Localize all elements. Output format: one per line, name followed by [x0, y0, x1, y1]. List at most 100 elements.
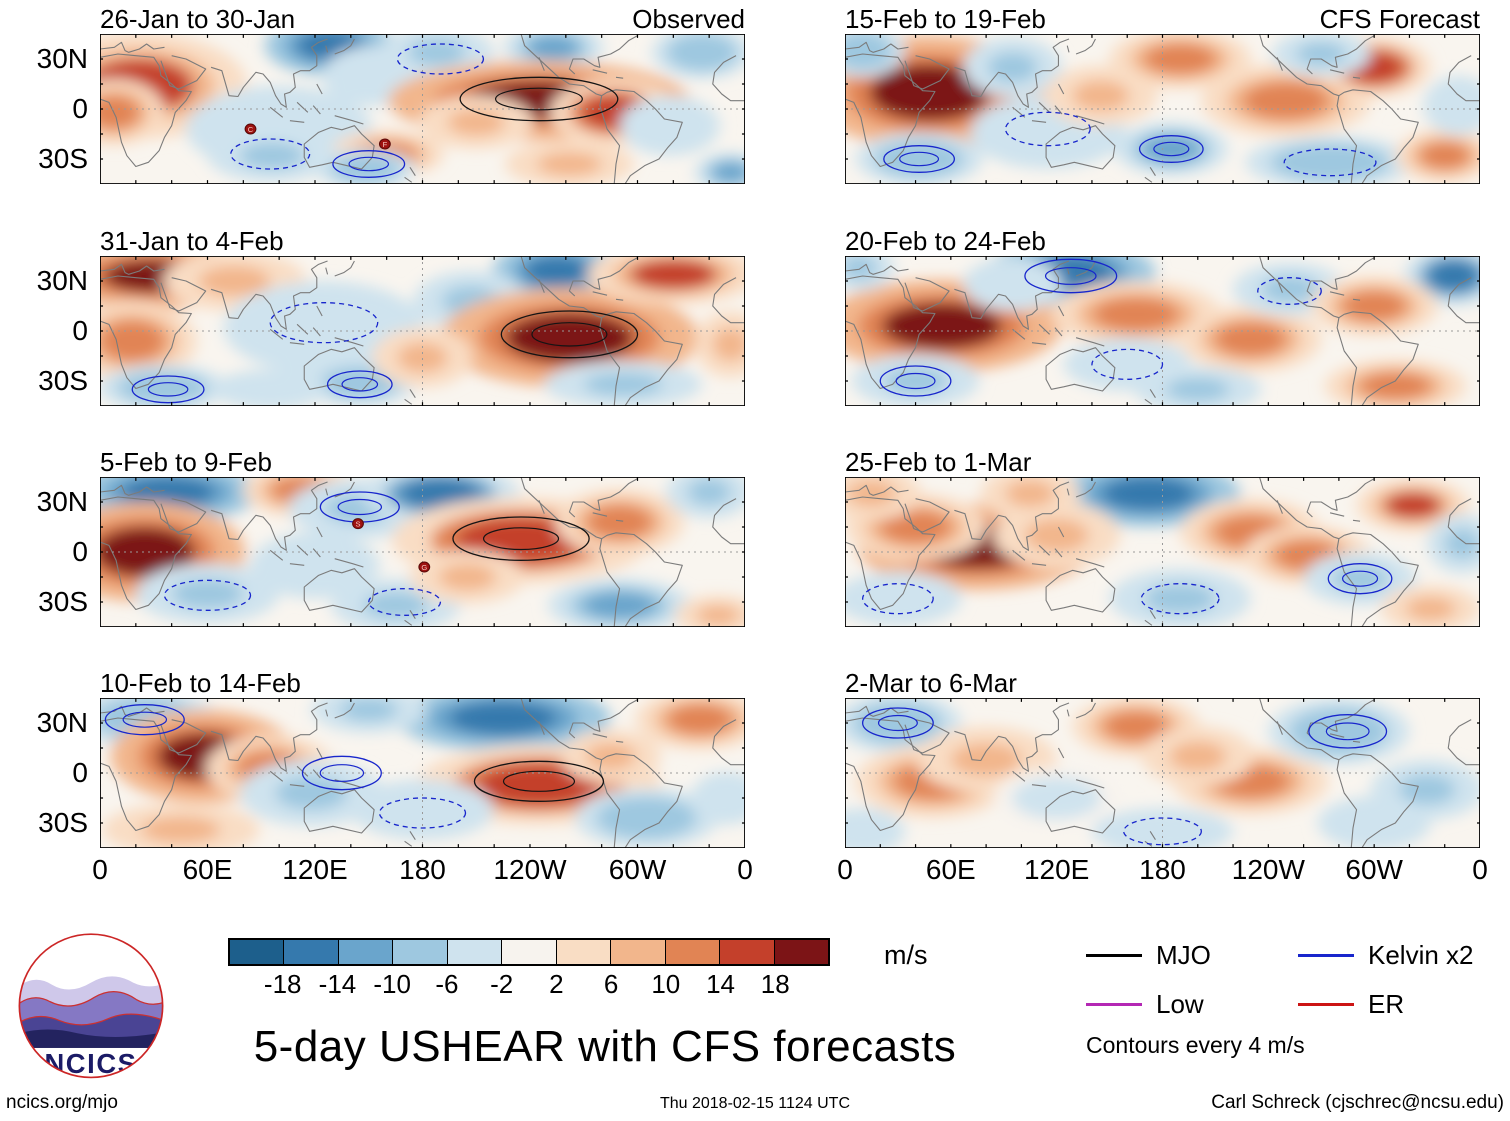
panel-date-range: 10-Feb to 14-Feb: [100, 668, 301, 698]
panel-title: 10-Feb to 14-Feb: [100, 666, 745, 696]
svg-text:S: S: [355, 520, 360, 529]
x-axis-label: 60W: [608, 854, 667, 885]
legend-label: MJO: [1156, 940, 1211, 970]
y-axis-label: 0: [72, 315, 88, 346]
ncics-logo: NCICS: [18, 933, 164, 1079]
legend-item: MJO: [1086, 940, 1298, 971]
panel-title: 26-Jan to 30-Jan Observed: [100, 2, 745, 32]
legend: MJO Kelvin x2 Low ER: [1086, 940, 1508, 1020]
x-axis-label: 60E: [182, 854, 233, 885]
colorbar-segment: [720, 940, 775, 964]
colorbar-segment: [665, 940, 721, 964]
colorbar-segment: [556, 940, 612, 964]
y-axis-label: 30N: [36, 707, 88, 738]
colorbar-tick-label: 6: [603, 969, 619, 999]
y-axis-label: 30S: [38, 365, 88, 396]
colorbar-tick-label: 10: [651, 969, 681, 999]
x-axis-label: 120E: [1023, 854, 1090, 885]
panel-title: 2-Mar to 6-Mar: [845, 666, 1480, 696]
y-axis-label: 30N: [36, 486, 88, 517]
legend-label: Low: [1156, 989, 1204, 1019]
svg-text:C: C: [248, 125, 253, 134]
storm-marker: S: [352, 518, 364, 530]
legend-line-er: [1298, 1003, 1354, 1006]
timestamp: Thu 2018-02-15 1124 UTC: [659, 1095, 851, 1112]
x-axis-label: 180: [1139, 854, 1186, 885]
y-axis-label: 30N: [36, 43, 88, 74]
colorbar-tick-label: 2: [549, 969, 564, 999]
column-header: CFS Forecast: [1319, 4, 1480, 34]
panel-title: 20-Feb to 24-Feb: [845, 224, 1480, 254]
storm-marker: F: [378, 138, 391, 150]
svg-text:G: G: [421, 563, 427, 572]
y-axis-label: 0: [72, 93, 88, 124]
legend-item: Kelvin x2: [1298, 940, 1508, 971]
colorbar: -18 -14 -10 -6 -2 2 6 10 14 18: [228, 938, 830, 1001]
map-panel-7: [845, 477, 1480, 627]
x-axis-label: 120W: [493, 854, 567, 885]
x-axis-labels: 0 60E 120E 180 120W 60W 0: [92, 850, 753, 886]
colorbar-segment: [774, 940, 828, 964]
footer-site-url: ncics.org/mjo: [6, 1092, 118, 1113]
y-axis-label: 30S: [38, 586, 88, 617]
legend-note: Contours every 4 m/s: [1086, 1032, 1305, 1058]
colorbar-segment: [338, 940, 394, 964]
x-axis-label: 0: [837, 854, 853, 885]
panel-date-range: 20-Feb to 24-Feb: [845, 226, 1046, 256]
map-panel-6: [845, 256, 1480, 406]
x-axis-label: 0: [1472, 854, 1488, 885]
x-axis-label: 0: [92, 854, 108, 885]
x-axis-label: 180: [399, 854, 446, 885]
colorbar-tick-label: 14: [706, 969, 735, 999]
panel-title: 31-Jan to 4-Feb: [100, 224, 745, 254]
svg-text:F: F: [383, 140, 388, 149]
credit: Carl Schreck (cjschrec@ncsu.edu): [1211, 1092, 1504, 1113]
map-panel-5: [845, 34, 1480, 184]
legend-label: Kelvin x2: [1368, 940, 1474, 970]
y-axis-label: 0: [72, 757, 88, 788]
y-axis-label: 30N: [36, 265, 88, 296]
y-axis-label: 0: [72, 536, 88, 567]
panel-date-range: 2-Mar to 6-Mar: [845, 668, 1017, 698]
storm-marker: G: [418, 561, 431, 573]
x-axis-label: 120W: [1231, 854, 1305, 885]
x-axis-label: 60E: [925, 854, 976, 885]
figure-title: 5-day USHEAR with CFS forecasts: [253, 1022, 957, 1071]
legend-line-kelvin-x2: [1298, 954, 1354, 957]
colorbar-unit: m/s: [884, 940, 928, 970]
colorbar-segment: [284, 940, 339, 964]
panel-date-range: 31-Jan to 4-Feb: [100, 226, 284, 256]
x-axis-label: 0: [737, 854, 753, 885]
y-axis-label: 30S: [38, 143, 88, 174]
map-panel-4: [100, 698, 745, 848]
colorbar-labels: -18 -14 -10 -6 -2 2 6 10 14 18: [228, 969, 830, 1001]
map-panel-8: [845, 698, 1480, 848]
storm-marker: C: [244, 123, 257, 135]
colorbar-segment: [611, 940, 666, 964]
panel-date-range: 5-Feb to 9-Feb: [100, 447, 272, 477]
colorbar-segment: [230, 940, 285, 964]
colorbar-tick-label: 18: [760, 969, 790, 999]
colorbar-tick-label: -2: [490, 969, 514, 999]
panel-date-range: 26-Jan to 30-Jan: [100, 4, 296, 34]
legend-label: ER: [1368, 989, 1405, 1019]
colorbar-segment: [393, 940, 448, 964]
panel-title: 25-Feb to 1-Mar: [845, 445, 1480, 475]
colorbar-bar: [228, 938, 830, 966]
y-axis-label: 30S: [38, 807, 88, 838]
colorbar-segment: [447, 940, 503, 964]
legend-line-mjo: [1086, 954, 1142, 957]
map-panel-2: [100, 256, 745, 406]
panel-date-range: 25-Feb to 1-Mar: [845, 447, 1032, 477]
panel-title: 15-Feb to 19-Feb CFS Forecast: [845, 2, 1480, 32]
colorbar-tick-label: -10: [373, 969, 411, 999]
colorbar-tick-label: -18: [263, 969, 302, 999]
legend-item: ER: [1298, 989, 1508, 1020]
x-axis-labels: 0 60E 120E 180 120W 60W 0: [837, 850, 1488, 886]
colorbar-tick-label: -6: [435, 969, 459, 999]
legend-item: Low: [1086, 989, 1298, 1020]
legend-line-low: [1086, 1003, 1142, 1006]
